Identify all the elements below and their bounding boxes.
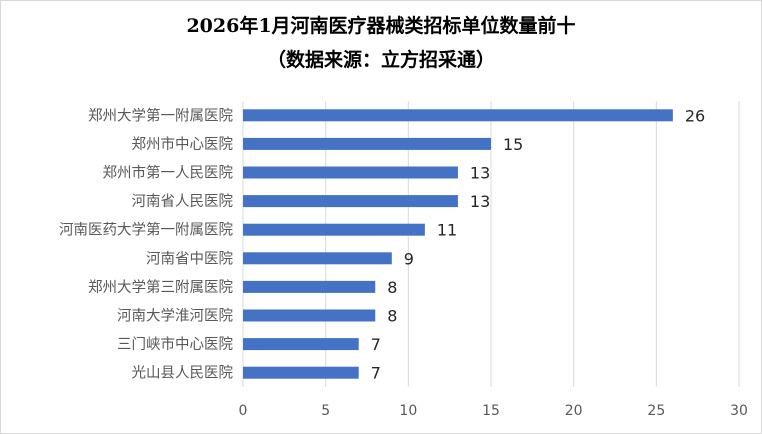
x-tick-label-6: 30 [730,403,748,419]
data-label-2: 13 [470,164,490,183]
chart-title: 2026年1月河南医疗器械类招标单位数量前十 [186,15,576,37]
data-label-8: 7 [371,335,381,354]
bar-1 [243,137,491,150]
category-label-6: 郑州大学第三附属医院 [88,278,233,296]
x-tick-label-5: 25 [647,403,665,419]
category-label-9: 光山县人民医院 [132,365,234,382]
data-label-3: 13 [470,192,490,211]
bar-9 [243,366,359,379]
x-tick-label-0: 0 [239,403,248,419]
bar-0 [243,109,673,122]
category-label-2: 郑州市第一人民医院 [103,164,234,182]
bar-3 [243,195,458,208]
data-label-5: 9 [404,249,414,268]
bar-5 [243,252,392,265]
data-label-9: 7 [371,364,381,383]
category-label-3: 河南省人民医院 [132,193,234,210]
category-label-8: 三门峡市中心医院 [117,336,233,353]
chart-subtitle: （数据来源：立方招采通） [266,49,495,71]
category-label-7: 河南大学淮河医院 [117,308,233,325]
x-tick-label-2: 10 [399,403,417,419]
data-label-0: 26 [685,106,705,125]
category-label-5: 河南省中医院 [146,250,233,267]
bar-7 [243,309,376,322]
category-label-4: 河南医药大学第一附属医院 [59,221,233,239]
data-label-1: 15 [503,135,523,154]
data-label-6: 8 [387,278,397,297]
bar-4 [243,223,425,236]
bar-2 [243,166,458,179]
category-label-1: 郑州市中心医院 [132,136,234,153]
data-label-4: 11 [437,221,457,240]
x-tick-label-1: 5 [321,403,330,419]
data-label-7: 8 [387,307,397,326]
x-tick-label-4: 20 [565,403,583,419]
bar-8 [243,338,359,351]
category-label-0: 郑州大学第一附属医院 [88,106,233,124]
x-tick-label-3: 15 [482,403,500,419]
bar-6 [243,280,376,293]
